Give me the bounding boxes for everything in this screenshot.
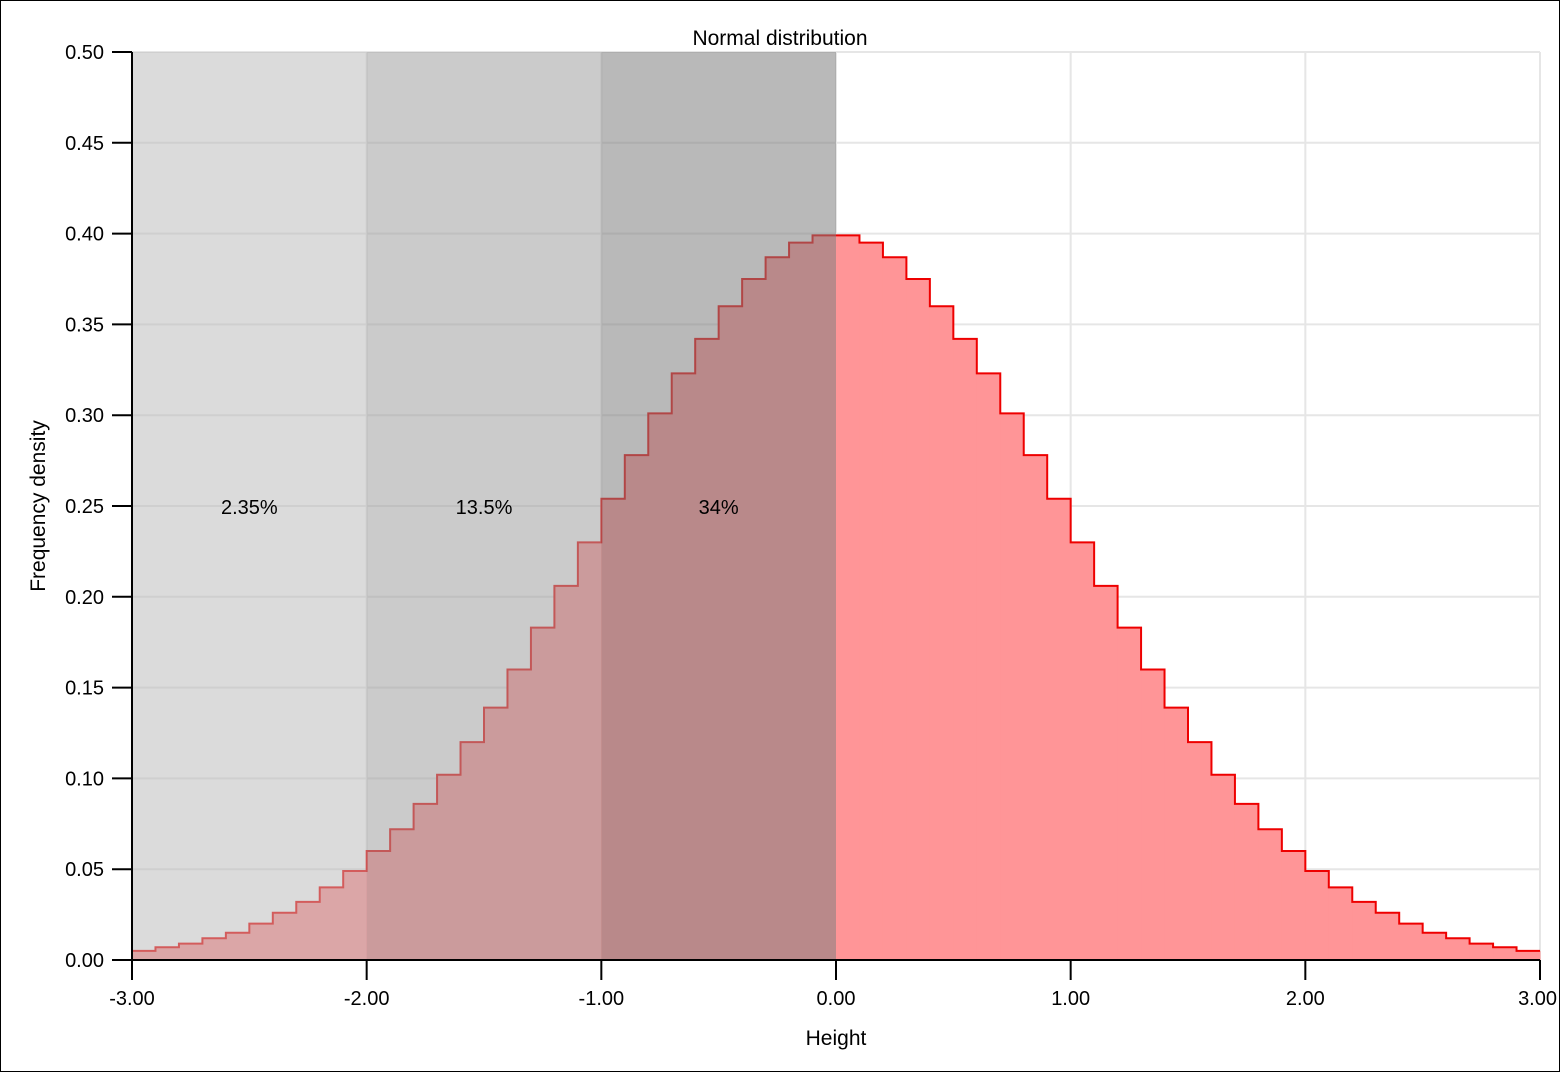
sigma-band [366, 52, 602, 960]
histogram-bar [1234, 803, 1259, 960]
histogram-bar [882, 257, 907, 960]
histogram-bar [1422, 932, 1447, 960]
y-tick-label: 0.00 [65, 950, 104, 972]
histogram-bar [1211, 774, 1236, 960]
band-percentage-label: 2.35% [221, 497, 278, 519]
histogram-bar [1258, 829, 1283, 960]
x-tick-label: 0.00 [817, 988, 856, 1010]
sigma-bands [132, 52, 836, 960]
band-labels: 2.35% 13.5% 34% [221, 497, 739, 519]
histogram-bar [1446, 938, 1471, 960]
y-axis-title: Frequency density [27, 420, 50, 592]
x-tick-label: 1.00 [1051, 988, 1090, 1010]
histogram-bar [1047, 498, 1072, 960]
chart-title: Normal distribution [692, 27, 867, 50]
histogram-bar [929, 306, 954, 960]
histogram-bar [1023, 455, 1048, 960]
histogram-bar [1188, 742, 1212, 960]
x-axis-title: Height [806, 1027, 867, 1050]
histogram-bar [1141, 669, 1166, 960]
histogram-bar [1305, 871, 1330, 960]
y-tick-label: 0.50 [65, 42, 104, 64]
histogram-bar [1281, 851, 1306, 960]
y-tick-label: 0.05 [65, 859, 104, 881]
histogram-bar [906, 279, 931, 960]
y-tick-label: 0.35 [65, 314, 104, 336]
x-tick-label: -2.00 [344, 988, 390, 1010]
y-tick-label: 0.15 [65, 678, 104, 700]
sigma-band [601, 52, 836, 960]
x-tick-label: -1.00 [579, 988, 625, 1010]
histogram-bar [953, 338, 978, 961]
y-tick-label: 0.10 [65, 768, 104, 790]
y-tick-label: 0.30 [65, 405, 104, 427]
histogram-bar [1117, 627, 1142, 960]
histogram-bar [1399, 923, 1424, 960]
axes: 0.00 0.05 0.10 0.15 0.20 0.25 0.30 0.35 0.40 0.45… [65, 42, 1557, 1010]
histogram-bar [1352, 901, 1377, 960]
band-percentage-label: 34% [699, 497, 739, 519]
y-tick-label: 0.45 [65, 133, 104, 155]
y-tick-label: 0.20 [65, 587, 104, 609]
sigma-band [132, 52, 367, 960]
histogram-bar [976, 373, 1001, 960]
histogram-bar [1375, 912, 1400, 960]
histogram-bar [1164, 707, 1189, 960]
histogram-bar [1070, 542, 1095, 960]
x-tick-label: 3.00 [1518, 988, 1557, 1010]
x-tick-label: 2.00 [1286, 988, 1325, 1010]
band-percentage-label: 13.5% [456, 497, 513, 519]
histogram-bar [1493, 947, 1518, 960]
histogram-bar [1516, 950, 1541, 960]
y-tick-label: 0.40 [65, 224, 104, 246]
histogram-bar [1000, 413, 1025, 960]
y-tick-label: 0.25 [65, 496, 104, 518]
histogram-bar [1469, 943, 1494, 960]
histogram-bar [1094, 585, 1119, 960]
histogram-bar [836, 235, 860, 960]
x-tick-label: -3.00 [109, 988, 155, 1010]
histogram-bar [859, 242, 884, 960]
histogram-bar [1328, 887, 1353, 960]
